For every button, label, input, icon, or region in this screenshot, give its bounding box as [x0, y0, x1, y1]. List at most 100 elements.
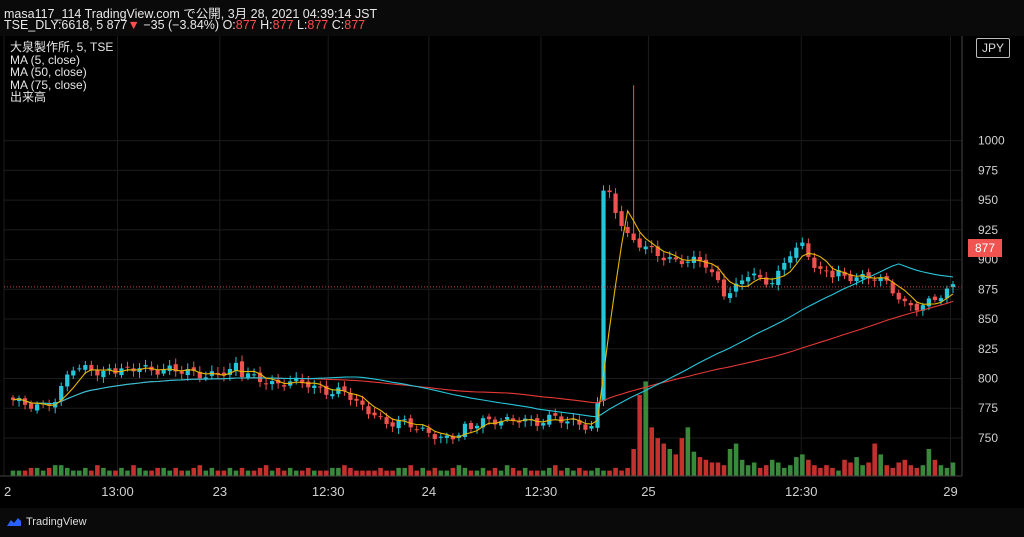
candle-body — [721, 279, 727, 297]
publish-info: masa117_114 TradingView.com で公開, 3月 28, … — [4, 7, 378, 21]
volume-bar — [70, 470, 76, 476]
volume-bar — [878, 454, 883, 476]
volume-bar — [227, 467, 233, 476]
candle-body — [318, 386, 323, 388]
volume-bar — [372, 470, 377, 476]
volume-bar — [143, 470, 148, 476]
candle-body — [233, 362, 239, 371]
candle-body — [414, 429, 419, 431]
candle-body — [547, 414, 552, 425]
volume-bar — [631, 448, 636, 476]
legend-ma5[interactable]: MA (5, close) — [10, 52, 81, 67]
volume-bar — [396, 467, 401, 476]
x-tick-label: 12:30 — [525, 484, 558, 499]
volume-bar — [269, 470, 275, 476]
candle-body — [107, 368, 112, 370]
candle-body — [444, 435, 449, 438]
candle-body — [679, 260, 684, 265]
volume-bar — [336, 467, 341, 476]
volume-bar — [318, 470, 323, 476]
candle-body — [842, 271, 847, 276]
candle-body — [794, 247, 799, 258]
volume-bar — [938, 465, 944, 476]
legend-ma75[interactable]: MA (75, close) — [10, 77, 87, 92]
candle-body — [47, 402, 52, 406]
volume-bar — [745, 465, 751, 476]
volume-bar — [812, 465, 817, 476]
candle-body — [715, 271, 721, 281]
volume-bar — [794, 457, 799, 476]
candle-body — [896, 292, 901, 300]
candle-body — [191, 367, 196, 371]
volume-bar — [540, 470, 546, 476]
volume-bar — [77, 470, 82, 476]
volume-bar — [378, 467, 383, 476]
volume-bar — [10, 470, 16, 476]
candle-body — [28, 403, 34, 409]
low-label: L: — [296, 18, 308, 32]
last-price-tag: 877 — [968, 239, 1002, 257]
volume-bar — [709, 462, 715, 476]
moving-averages — [4, 209, 962, 438]
candle-body — [818, 266, 823, 269]
candle-body — [125, 366, 130, 368]
volume-bar — [601, 470, 606, 476]
candle-body — [800, 242, 805, 246]
candle-body — [492, 419, 498, 425]
volume-bar — [384, 470, 389, 476]
candle-body — [113, 368, 118, 374]
volume-bar — [510, 467, 516, 476]
volume-bar — [854, 457, 859, 476]
volume-bar — [46, 467, 52, 476]
volume-bar — [649, 427, 655, 476]
volume-bar — [932, 459, 938, 476]
candle-body — [770, 283, 775, 285]
candle-body — [71, 370, 76, 376]
volume-bar — [522, 467, 528, 476]
candle-body — [782, 262, 787, 270]
candle-body — [812, 257, 817, 268]
volume-bar — [257, 467, 263, 476]
candle-body — [143, 365, 148, 367]
candle-body — [824, 270, 829, 272]
candle-body — [553, 413, 558, 416]
volume-bar — [456, 465, 462, 476]
volume-bar — [239, 467, 245, 476]
x-tick-label: 24 — [422, 484, 436, 499]
candle-body — [932, 296, 938, 301]
volume-bar — [565, 467, 570, 476]
currency-button[interactable]: JPY — [976, 38, 1010, 58]
candle-body — [294, 377, 299, 381]
candle-body — [583, 424, 588, 430]
volume-bar — [468, 470, 474, 476]
candle-body — [342, 386, 347, 392]
legend-ma50[interactable]: MA (50, close) — [10, 65, 87, 79]
volume-bar — [390, 470, 395, 476]
volume-bar — [101, 467, 106, 476]
tradingview-logo[interactable]: TradingView — [6, 516, 87, 528]
candle-body — [920, 305, 925, 311]
volume-bar — [920, 465, 926, 476]
volume-bar — [486, 470, 492, 476]
candle-body — [866, 272, 871, 279]
y-tick-label: 1000 — [978, 134, 1005, 148]
volume-bar — [293, 470, 299, 476]
candle-body — [432, 434, 437, 440]
candle-body — [643, 246, 648, 250]
candle-body — [607, 190, 612, 193]
volume-bar — [342, 465, 347, 476]
volume-bar — [52, 465, 58, 476]
volume-bar — [890, 467, 896, 476]
candle-body — [878, 277, 883, 282]
volume-bar — [125, 470, 130, 476]
candle-body — [709, 269, 715, 273]
legend-volume[interactable]: 出来高 — [10, 90, 47, 104]
volume-bar — [299, 470, 305, 476]
volume-bar — [944, 467, 950, 476]
y-tick-label: 775 — [978, 401, 998, 415]
volume-bar — [926, 448, 932, 476]
volume-bar — [504, 465, 510, 476]
candle-body — [836, 270, 841, 277]
